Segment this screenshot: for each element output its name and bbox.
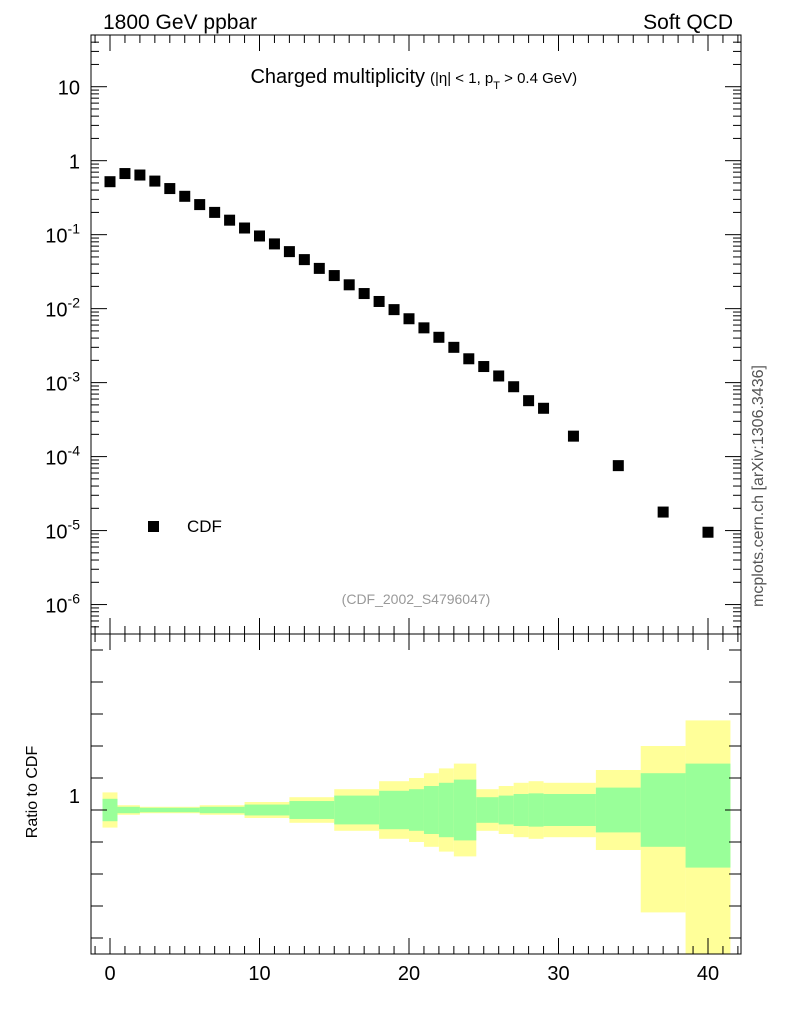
x-tick-labels: 0 10 20 30 40 bbox=[104, 963, 719, 985]
main-y-axis bbox=[91, 34, 741, 635]
data-point bbox=[224, 214, 236, 226]
data-point bbox=[493, 370, 505, 382]
data-point bbox=[134, 169, 146, 181]
main-y-tick-labels: 10-6 10-5 10-4 10-3 10-2 10-1 1 10 bbox=[45, 78, 80, 618]
data-point bbox=[164, 183, 176, 195]
band-inner-bin bbox=[498, 795, 514, 825]
data-point bbox=[268, 238, 280, 250]
series-cdf bbox=[104, 168, 714, 538]
data-point bbox=[418, 322, 430, 334]
x-tick-label: 30 bbox=[547, 963, 569, 985]
y-tick-label: 10-5 bbox=[45, 517, 80, 544]
data-point bbox=[433, 331, 445, 343]
header-right-label: Soft QCD bbox=[643, 11, 733, 34]
y-tick-label: 10-4 bbox=[45, 443, 80, 470]
data-point bbox=[403, 313, 415, 325]
x-tick-label: 0 bbox=[104, 963, 115, 985]
side-label: mcplots.cern.ch [arXiv:1306.3436] bbox=[750, 365, 767, 607]
band-inner-bin bbox=[528, 793, 544, 827]
data-point bbox=[343, 279, 355, 291]
x-tick-label: 10 bbox=[248, 963, 270, 985]
data-point bbox=[657, 506, 669, 518]
data-point bbox=[313, 262, 325, 274]
data-point bbox=[358, 288, 370, 300]
y-tick-label: 1 bbox=[69, 152, 80, 174]
data-point bbox=[119, 168, 131, 180]
x-tick-label: 40 bbox=[697, 963, 719, 985]
band-inner-bin bbox=[379, 790, 409, 830]
data-point bbox=[254, 230, 265, 242]
band-inner-bin bbox=[438, 782, 454, 838]
data-point bbox=[328, 270, 340, 282]
band-inner-bin bbox=[423, 786, 439, 834]
band-inner-bin bbox=[409, 789, 424, 831]
data-point bbox=[567, 430, 579, 442]
band-inner-bin bbox=[595, 787, 641, 833]
chart-title-cuts: (|η| < 1, pT > 0.4 GeV) bbox=[430, 70, 577, 92]
data-point bbox=[209, 206, 221, 218]
data-point bbox=[179, 190, 191, 202]
ratio-ylabel: Ratio to CDF bbox=[24, 746, 41, 839]
data-point bbox=[478, 361, 490, 373]
ratio-y-axis bbox=[91, 649, 741, 939]
data-point bbox=[104, 176, 116, 188]
data-point bbox=[702, 526, 714, 538]
data-point bbox=[523, 395, 535, 407]
legend-marker bbox=[148, 521, 159, 532]
ratio-band-inner bbox=[102, 763, 731, 868]
y-tick-label: 10-6 bbox=[45, 591, 80, 618]
ratio-frame bbox=[90, 633, 742, 955]
data-point bbox=[508, 381, 520, 393]
data-point bbox=[149, 175, 161, 187]
data-point bbox=[373, 295, 385, 307]
band-inner-bin bbox=[117, 806, 140, 814]
band-inner-bin bbox=[453, 779, 477, 841]
data-point bbox=[612, 460, 624, 472]
band-inner-bin bbox=[102, 798, 118, 822]
x-axis bbox=[94, 35, 739, 954]
chart-title: Charged multiplicity bbox=[250, 66, 425, 88]
y-tick-label: 10 bbox=[58, 78, 80, 100]
data-point bbox=[463, 353, 475, 365]
data-point bbox=[194, 199, 206, 211]
x-tick-label: 20 bbox=[398, 963, 420, 985]
band-inner-bin bbox=[640, 773, 686, 847]
data-point bbox=[388, 304, 400, 316]
band-inner-bin bbox=[685, 763, 731, 868]
band-inner-bin bbox=[334, 795, 380, 825]
data-point bbox=[239, 222, 251, 234]
data-point bbox=[283, 246, 295, 258]
data-point bbox=[538, 402, 550, 414]
data-point bbox=[448, 341, 460, 353]
legend-label: CDF bbox=[187, 517, 222, 536]
band-inner-bin bbox=[513, 794, 529, 826]
y-tick-label: 10-2 bbox=[45, 295, 80, 322]
data-point bbox=[298, 254, 310, 266]
ratio-band-outer bbox=[102, 720, 731, 954]
band-inner-bin bbox=[139, 807, 200, 813]
band-inner-bin bbox=[289, 801, 335, 819]
band-inner-bin bbox=[199, 806, 245, 814]
band-inner-bin bbox=[244, 804, 290, 816]
band-inner-bin bbox=[543, 794, 596, 826]
band-inner-bin bbox=[476, 797, 499, 823]
header-left-label: 1800 GeV ppbar bbox=[103, 11, 257, 34]
analysis-label: (CDF_2002_S4796047) bbox=[342, 591, 491, 607]
main-frame bbox=[90, 34, 742, 635]
ratio-ytick-label: 1 bbox=[69, 786, 80, 808]
y-tick-label: 10-1 bbox=[45, 221, 80, 248]
y-tick-label: 10-3 bbox=[45, 369, 80, 396]
